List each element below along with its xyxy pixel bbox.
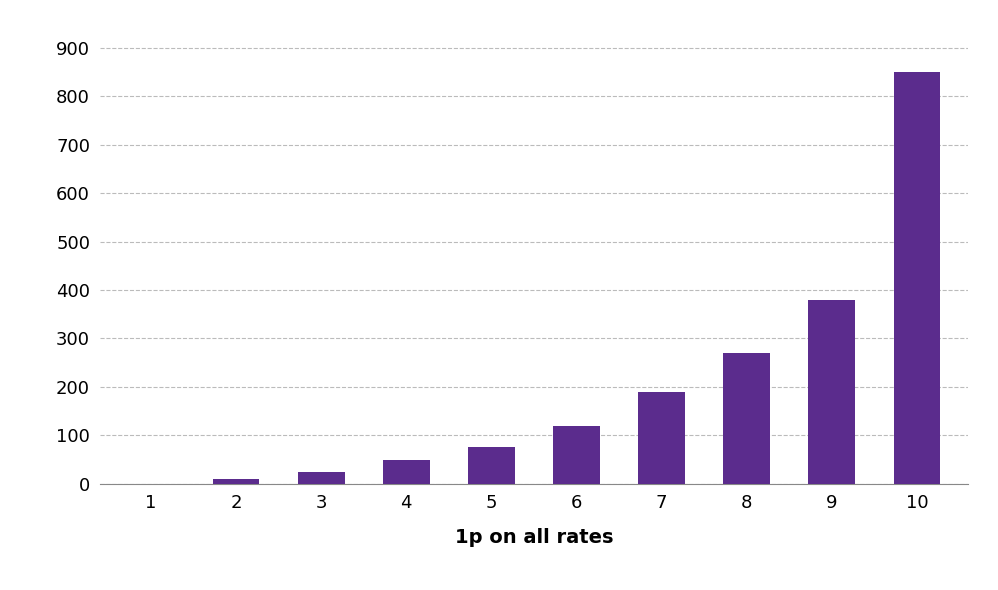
Bar — [213, 479, 259, 484]
Bar — [638, 392, 685, 484]
Bar — [383, 460, 430, 484]
Bar — [893, 72, 940, 484]
Bar — [808, 300, 855, 484]
X-axis label: 1p on all rates: 1p on all rates — [455, 528, 613, 547]
Bar — [468, 447, 515, 484]
Bar — [724, 353, 770, 484]
Bar — [553, 425, 600, 484]
Bar — [297, 471, 344, 484]
